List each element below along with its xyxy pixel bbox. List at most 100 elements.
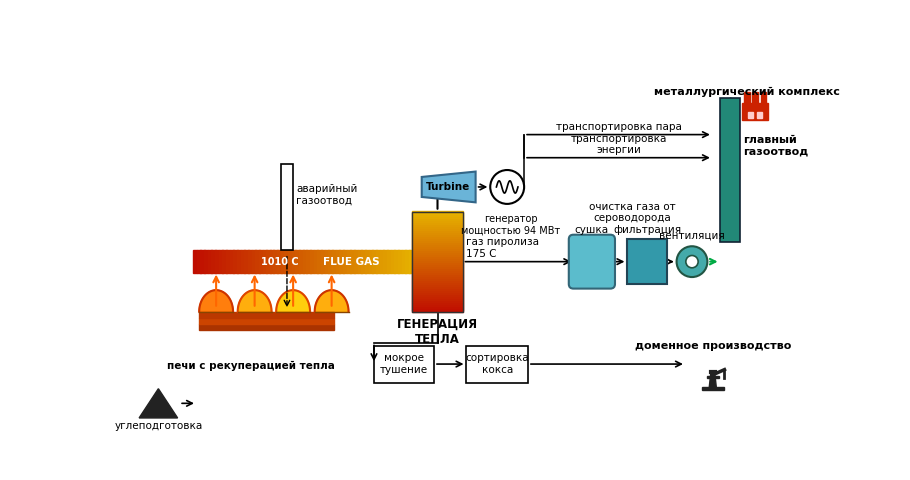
Bar (744, 92, 750, 103)
Bar (372, 250, 377, 273)
Bar (207, 250, 212, 273)
Bar (412, 293, 462, 296)
Bar (412, 305, 462, 308)
Bar (412, 251, 462, 253)
Bar (412, 281, 462, 284)
Bar (233, 250, 238, 273)
Bar (412, 273, 462, 276)
Bar (199, 312, 334, 318)
Bar (412, 217, 462, 220)
Bar (412, 247, 462, 250)
Bar (412, 253, 462, 256)
Bar (721, 97, 741, 242)
Text: транспортировка пара: транспортировка пара (555, 122, 682, 132)
Bar (329, 250, 333, 273)
Bar (412, 243, 462, 246)
Bar (374, 346, 434, 383)
Bar (412, 231, 462, 234)
Bar (412, 295, 462, 298)
Text: сортировка
кокса: сортировка кокса (465, 353, 529, 375)
Bar (412, 245, 462, 248)
Text: ГЕНЕРАЦИЯ
ТЕПЛА: ГЕНЕРАЦИЯ ТЕПЛА (397, 318, 478, 346)
Bar (401, 250, 406, 273)
Bar (199, 324, 334, 330)
Bar (412, 229, 462, 232)
Bar (412, 211, 462, 214)
Bar (412, 267, 462, 270)
Text: газ пиролиза
175 С: газ пиролиза 175 С (466, 237, 540, 259)
Bar (412, 212, 462, 312)
Bar (412, 223, 462, 226)
Text: фильтрация: фильтрация (613, 225, 682, 235)
Bar (358, 250, 362, 273)
Bar (336, 250, 340, 273)
Circle shape (686, 255, 698, 268)
Bar (278, 250, 281, 273)
Text: FLUE GAS: FLUE GAS (322, 257, 379, 267)
Bar (412, 269, 462, 272)
Bar (742, 103, 768, 120)
Text: 1010 С: 1010 С (261, 257, 298, 267)
Bar (387, 250, 391, 273)
Bar (756, 112, 762, 118)
Bar (199, 318, 334, 324)
Bar (405, 250, 410, 273)
Bar (412, 213, 462, 216)
Text: Turbine: Turbine (426, 182, 470, 192)
Bar (281, 250, 285, 273)
Bar (706, 376, 719, 378)
Bar (226, 250, 230, 273)
Bar (296, 250, 300, 273)
Bar (262, 250, 267, 273)
Bar (753, 92, 758, 103)
Polygon shape (709, 372, 716, 389)
Bar (412, 307, 462, 310)
Bar (412, 289, 462, 292)
Bar (412, 277, 462, 280)
Bar (412, 303, 462, 306)
Bar (310, 250, 315, 273)
Bar (412, 259, 462, 262)
Text: металлургический комплекс: металлургический комплекс (654, 87, 840, 97)
Bar (200, 250, 205, 273)
Bar (412, 275, 462, 277)
Bar (412, 219, 462, 222)
Bar (394, 250, 399, 273)
Bar (412, 257, 462, 260)
Bar (299, 250, 304, 273)
Bar (365, 250, 369, 273)
Polygon shape (199, 290, 233, 312)
Bar (240, 250, 245, 273)
Bar (412, 225, 462, 228)
Text: аварийный
газоотвод: аварийный газоотвод (297, 184, 358, 205)
Bar (258, 250, 263, 273)
Bar (412, 215, 462, 217)
Bar (343, 250, 348, 273)
Bar (229, 250, 234, 273)
FancyBboxPatch shape (569, 235, 615, 288)
Bar (204, 250, 208, 273)
Bar (350, 250, 355, 273)
Bar (376, 250, 380, 273)
Bar (412, 263, 462, 265)
Bar (761, 92, 766, 103)
Bar (412, 239, 462, 241)
Bar (409, 250, 413, 273)
Bar (412, 255, 462, 258)
Bar (321, 250, 326, 273)
Bar (412, 227, 462, 229)
Bar (318, 250, 322, 273)
Bar (412, 265, 462, 268)
Bar (325, 250, 329, 273)
Bar (466, 346, 528, 383)
Text: углеподготовка: углеподготовка (115, 421, 203, 431)
Bar (412, 241, 462, 244)
Bar (307, 250, 311, 273)
Bar (412, 261, 462, 264)
Bar (369, 250, 373, 273)
Bar (383, 250, 388, 273)
Bar (412, 283, 462, 286)
Bar (237, 250, 241, 273)
Bar (390, 250, 395, 273)
Polygon shape (139, 389, 177, 418)
